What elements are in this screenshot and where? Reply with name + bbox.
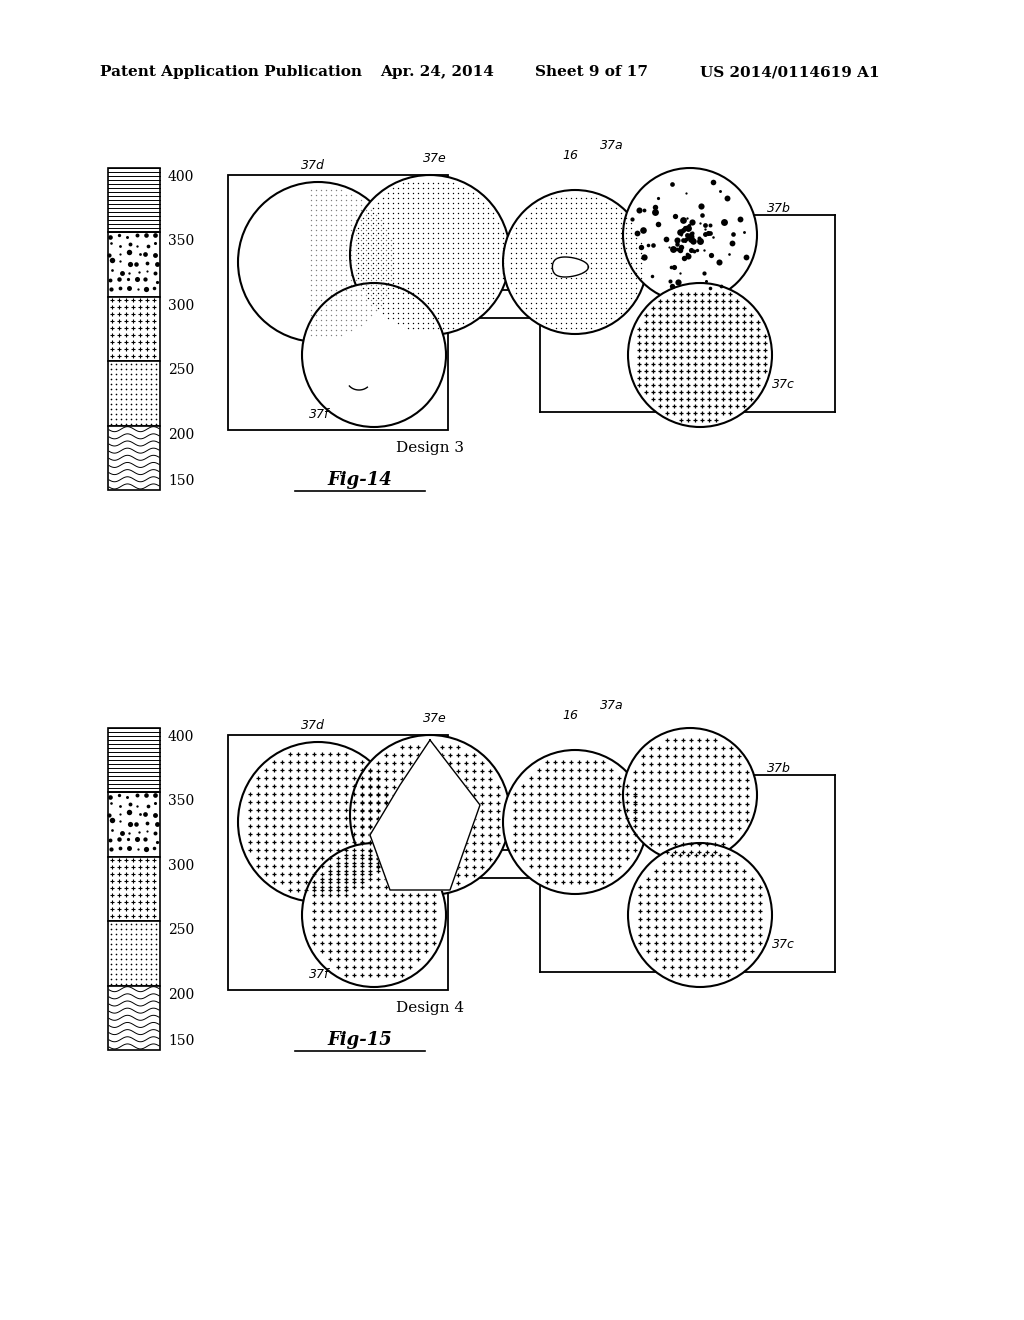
Circle shape (302, 282, 446, 426)
Text: Design 3: Design 3 (396, 441, 464, 455)
Bar (108, 425, 160, 490)
Text: Design 4: Design 4 (396, 1001, 464, 1015)
Text: 37a: 37a (600, 139, 624, 152)
Bar (108, 232, 160, 297)
Text: 37d: 37d (301, 719, 325, 733)
Text: 150: 150 (168, 1034, 195, 1048)
Text: US 2014/0114619 A1: US 2014/0114619 A1 (700, 65, 880, 79)
Text: 37e: 37e (423, 152, 446, 165)
Text: Patent Application Publication: Patent Application Publication (100, 65, 362, 79)
Bar (108, 792, 160, 857)
Text: 250: 250 (168, 923, 195, 937)
Bar (108, 986, 160, 1049)
Text: 200: 200 (168, 987, 195, 1002)
Bar (108, 362, 160, 425)
Text: 37e: 37e (423, 711, 446, 725)
Text: 37f: 37f (309, 408, 329, 421)
Circle shape (350, 735, 510, 895)
Circle shape (628, 843, 772, 987)
Text: 300: 300 (168, 859, 195, 873)
Text: 37d: 37d (301, 158, 325, 172)
Bar (108, 729, 160, 792)
Text: Apr. 24, 2014: Apr. 24, 2014 (380, 65, 494, 79)
Circle shape (238, 182, 398, 342)
Bar (108, 297, 160, 362)
Bar (228, 735, 449, 990)
Circle shape (503, 190, 647, 334)
Text: 16: 16 (562, 709, 578, 722)
Text: 350: 350 (168, 795, 195, 808)
Circle shape (350, 176, 510, 335)
Bar (228, 176, 449, 430)
Circle shape (623, 168, 757, 302)
Text: 400: 400 (168, 730, 195, 744)
Bar (540, 215, 835, 412)
Text: 37b: 37b (767, 202, 791, 215)
Polygon shape (552, 257, 589, 277)
Bar (108, 921, 160, 986)
Text: 16: 16 (562, 149, 578, 162)
Circle shape (238, 742, 398, 902)
Text: 37c: 37c (772, 939, 795, 952)
Circle shape (503, 750, 647, 894)
Text: 150: 150 (168, 474, 195, 488)
Circle shape (628, 282, 772, 426)
Text: Fig-14: Fig-14 (328, 471, 392, 488)
Text: 300: 300 (168, 298, 195, 313)
Circle shape (623, 729, 757, 862)
Bar (108, 857, 160, 921)
Text: 37c: 37c (772, 379, 795, 392)
Text: 37a: 37a (600, 700, 624, 711)
Circle shape (302, 843, 446, 987)
Text: 250: 250 (168, 363, 195, 378)
Bar (540, 775, 835, 972)
Bar (108, 168, 160, 232)
Text: 37b: 37b (767, 762, 791, 775)
Text: Sheet 9 of 17: Sheet 9 of 17 (535, 65, 648, 79)
Text: 350: 350 (168, 235, 195, 248)
Text: Fig-15: Fig-15 (328, 1031, 392, 1049)
Polygon shape (370, 741, 480, 890)
Text: 37f: 37f (309, 969, 329, 982)
Text: 400: 400 (168, 170, 195, 183)
Text: 200: 200 (168, 428, 195, 442)
